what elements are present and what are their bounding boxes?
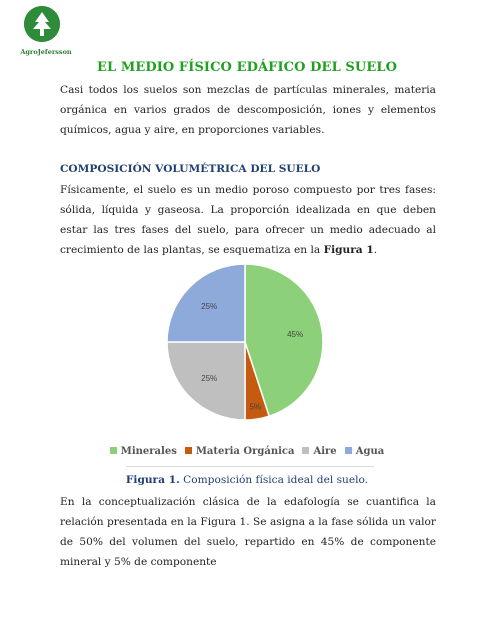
legend-swatch xyxy=(109,447,117,454)
caption-label: Figura 1. xyxy=(125,474,180,486)
pie-chart: 45% 5% 25% 25% xyxy=(166,263,324,421)
legend-item-minerales: Minerales xyxy=(109,446,177,457)
legend-swatch xyxy=(302,447,310,454)
logo-text: AgroJefersson xyxy=(20,48,72,56)
intro-paragraph: Casi todos los suelos son mezclas de par… xyxy=(60,84,436,136)
figure-reference[interactable]: Figura 1 xyxy=(323,244,374,256)
legend-item-agua: Agua xyxy=(344,446,385,457)
legend-swatch xyxy=(344,447,352,454)
pie-slice-aire xyxy=(166,341,246,421)
section-text-end: . xyxy=(373,244,378,256)
legend-item-aire: Aire xyxy=(302,446,337,457)
legend-swatch xyxy=(184,447,192,454)
tree-icon xyxy=(24,6,60,42)
section-heading: COMPOSICIÓN VOLUMÉTRICA DEL SUELO xyxy=(60,163,321,175)
pie-slice-agua xyxy=(166,263,246,343)
pie-slice-minerales xyxy=(244,263,324,418)
caption-text: Composición física ideal del suelo. xyxy=(179,474,369,486)
section-paragraph: Físicamente, el suelo es un medio poroso… xyxy=(60,180,436,260)
page-title: EL MEDIO FÍSICO EDÁFICO DEL SUELO xyxy=(96,60,398,75)
legend-label: Aire xyxy=(313,446,337,457)
legend-label: Materia Orgánica xyxy=(195,446,295,457)
legend-divider xyxy=(126,466,374,467)
legend-item-materia-orgánica: Materia Orgánica xyxy=(184,446,295,457)
chart-legend: Minerales Materia Orgánica Aire Agua xyxy=(0,446,494,457)
section-text: Físicamente, el suelo es un medio poroso… xyxy=(60,184,436,256)
pie-label-aire: 25% xyxy=(201,374,217,383)
pie-label-agua: 25% xyxy=(201,302,217,311)
legend-label: Agua xyxy=(355,446,385,457)
pie-label-materia-orgánica: 5% xyxy=(249,403,261,412)
pie-label-minerales: 45% xyxy=(287,330,303,339)
figure-caption: Figura 1. Composición física ideal del s… xyxy=(0,474,494,486)
closing-paragraph: En la conceptualización clásica de la ed… xyxy=(60,496,436,568)
legend-label: Minerales xyxy=(120,446,177,457)
